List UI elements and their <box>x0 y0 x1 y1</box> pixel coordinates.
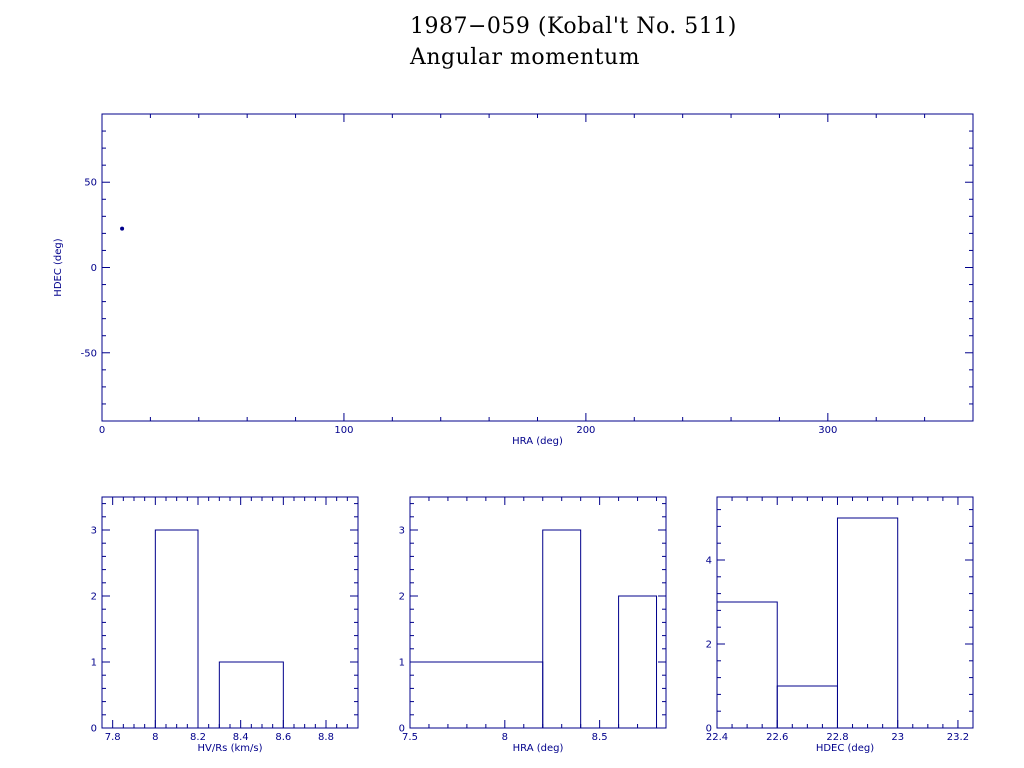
y-tick-label: 4 <box>706 556 712 567</box>
y-tick-label: 50 <box>84 178 97 189</box>
histogram-bar <box>154 529 199 729</box>
x-tick-label: 8.6 <box>275 732 291 743</box>
x-tick-label: 8 <box>502 732 508 743</box>
x-tick-label: 8.5 <box>592 732 608 743</box>
plot-frame <box>409 496 667 729</box>
histogram-bar <box>542 529 582 729</box>
x-tick-label: 0 <box>99 425 105 436</box>
histogram-bar <box>716 601 778 729</box>
x-axis-label: HDEC (deg) <box>816 743 874 754</box>
x-tick-label: 7.8 <box>105 732 121 743</box>
y-tick-label: 2 <box>91 592 97 603</box>
x-tick-label: 22.4 <box>706 732 728 743</box>
y-tick-label: 0 <box>706 724 712 735</box>
x-tick-label: 22.8 <box>826 732 848 743</box>
histogram-bar <box>776 685 838 729</box>
histogram-bar <box>218 661 284 729</box>
plot-frame <box>101 496 359 729</box>
chart-subtitle: Angular momentum <box>410 45 640 70</box>
y-tick-label: 3 <box>399 526 405 537</box>
y-tick-label: 2 <box>706 640 712 651</box>
y-tick-label: 2 <box>399 592 405 603</box>
x-tick-label: 300 <box>818 425 837 436</box>
x-tick-label: 8.2 <box>190 732 206 743</box>
plot-panel-2: 7.8 8 8.2 8.4 8.6 8.8 0 1 2 3 HV/Rs (km/s) <box>91 496 359 754</box>
x-tick-label: 8.4 <box>233 732 249 743</box>
x-tick-label: 100 <box>334 425 353 436</box>
y-tick-label: 0 <box>91 263 97 274</box>
y-tick-label: 0 <box>399 724 405 735</box>
x-tick-label: 200 <box>576 425 595 436</box>
y-tick-label: 1 <box>399 658 405 669</box>
plot-frame <box>716 496 974 729</box>
x-axis-label: HRA (deg) <box>513 743 564 754</box>
y-tick-label: 1 <box>91 658 97 669</box>
chart-title: 1987−059 (Kobal't No. 511) <box>410 14 737 39</box>
plot-frame <box>101 113 974 422</box>
scatter-point <box>120 226 125 231</box>
x-tick-label: 23.2 <box>947 732 969 743</box>
x-tick-label: 22.6 <box>766 732 788 743</box>
x-tick-label: 8.8 <box>318 732 334 743</box>
plot-panel-1: 0 100 200 300 -50 0 50 HRA (deg) HDEC (deg) <box>53 113 974 447</box>
x-tick-label: 7.5 <box>402 732 418 743</box>
y-axis-label: HDEC (deg) <box>53 238 64 296</box>
y-tick-label: 3 <box>91 526 97 537</box>
plot-panel-3: 7.5 8 8.5 0 1 2 3 HRA (deg) <box>399 496 667 754</box>
y-tick-label: 0 <box>91 724 97 735</box>
x-axis-label: HRA (deg) <box>512 436 563 447</box>
plot-panel-4: 22.4 22.6 22.8 23 23.2 0 2 4 HDEC (deg) <box>706 496 974 754</box>
x-axis-label: HV/Rs (km/s) <box>198 743 263 754</box>
x-tick-label: 8 <box>152 732 158 743</box>
histogram-bar <box>409 661 544 729</box>
x-tick-label: 23 <box>891 732 904 743</box>
y-tick-label: -50 <box>81 348 97 359</box>
histogram-bar <box>836 517 899 729</box>
histogram-bar <box>618 595 658 729</box>
